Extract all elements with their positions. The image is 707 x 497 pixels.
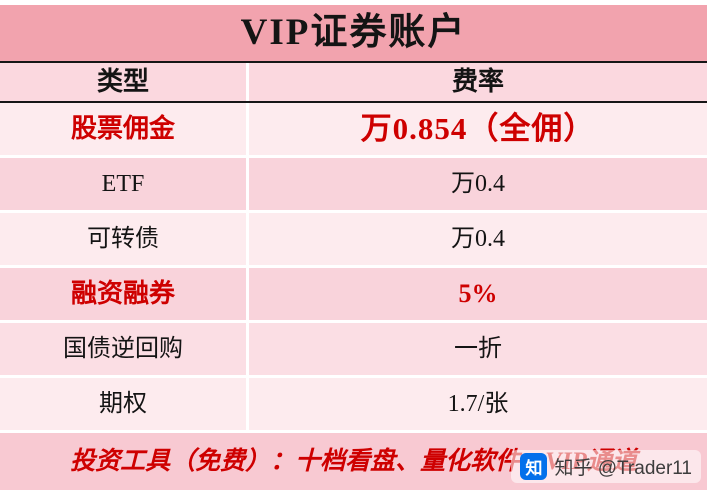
table-row-options: 期权 1.7/张 [0, 378, 707, 433]
rate-cell: 万0.854（全佣） [360, 111, 596, 146]
type-cell: 期权 [0, 378, 249, 430]
table-row-convertible-bond: 可转债 万0.4 [0, 213, 707, 268]
fee-table: VIP证券账户 类型 费率 股票佣金 万0.854（全佣） ETF 万0.4 可… [0, 5, 707, 490]
table-title: VIP证券账户 [0, 5, 707, 63]
rate-cell: 一折 [454, 336, 502, 362]
type-cell: 融资融券 [0, 268, 249, 320]
rate-cell: 万0.4 [451, 171, 505, 197]
rate-cell: 5% [458, 279, 498, 308]
type-cell: 国债逆回购 [0, 323, 249, 375]
zhihu-logo-icon: 知 [520, 453, 548, 480]
table-row-etf: ETF 万0.4 [0, 158, 707, 213]
watermark: 知 知乎 @Trader11 [511, 450, 701, 483]
table-row-treasury-repo: 国债逆回购 一折 [0, 323, 707, 378]
header-cell-rate: 费率 [451, 67, 504, 96]
type-cell: 股票佣金 [0, 103, 249, 155]
rate-cell: 万0.4 [451, 226, 505, 252]
type-cell: ETF [0, 158, 249, 210]
watermark-text: 知乎 @Trader11 [554, 458, 692, 479]
table-header-row: 类型 费率 [0, 63, 707, 103]
table-row-stock-commission: 股票佣金 万0.854（全佣） [0, 103, 707, 158]
header-cell-type: 类型 [0, 63, 249, 101]
type-cell: 可转债 [0, 213, 249, 265]
rate-cell: 1.7/张 [447, 391, 509, 417]
table-row-margin-trading: 融资融券 5% [0, 268, 707, 323]
